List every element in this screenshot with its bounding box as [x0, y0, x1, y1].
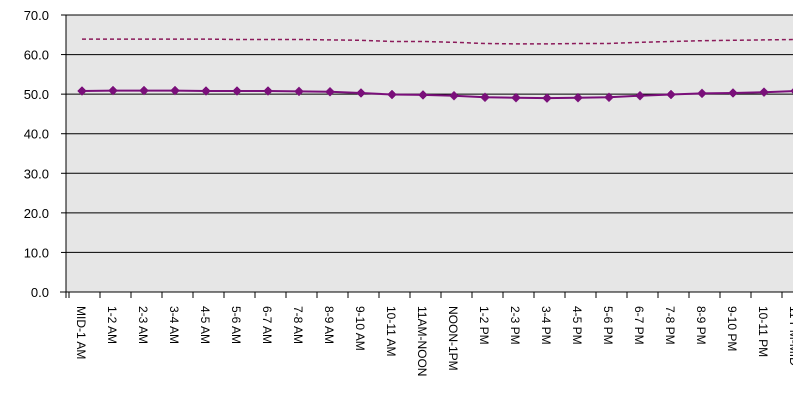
y-tick-label: 30.0 [24, 166, 49, 181]
data-point-diamond [356, 88, 366, 98]
y-tick-label: 40.0 [24, 127, 49, 142]
x-tick-label: 3-4 PM [539, 306, 553, 345]
data-point-diamond [573, 92, 583, 103]
data-point-diamond [418, 90, 428, 100]
series-group [77, 38, 793, 103]
x-tick-label: 10-11 AM [384, 306, 398, 356]
x-tick-label: 8-9 PM [694, 306, 708, 345]
x-tick-label: 8-9 AM [322, 306, 336, 344]
data-point-diamond [77, 86, 87, 96]
x-tick-label: 4-5 AM [198, 306, 212, 344]
data-point-diamond [759, 87, 769, 98]
x-tick-label: 10-11 PM [756, 306, 770, 357]
y-tick-label: 60.0 [24, 48, 49, 63]
x-tick-label: 2-3 PM [508, 306, 522, 345]
x-axis-tick-labels: MID-1 AM 1-2 AM 2-3 AM 3-4 AM 4-5 AM 5-6 AM 6-… [74, 306, 793, 376]
data-point-diamond [108, 85, 118, 96]
data-point-diamond [604, 92, 614, 103]
data-point-diamond [511, 92, 521, 103]
data-point-diamond [635, 90, 645, 101]
y-axis-tick-labels: 0.0 10.0 20.0 30.0 40.0 50.0 60.0 70.0 [24, 8, 49, 300]
x-tick-label: 7-8 AM [291, 306, 305, 344]
x-tick-label: 11 PM-MID [787, 306, 793, 366]
data-point-diamond [387, 89, 397, 100]
x-tick-label: 11AM-NOON [415, 306, 429, 376]
y-tick-label: 20.0 [24, 206, 49, 221]
x-tick-label: MID-1 AM [74, 306, 88, 359]
data-point-diamond [325, 86, 335, 97]
data-point-diamond [697, 88, 707, 99]
data-point-diamond [542, 93, 552, 103]
data-point-diamond [139, 85, 149, 96]
x-tick-label: NOON-1PM [446, 306, 460, 371]
y-tick-label: 0.0 [31, 285, 49, 300]
data-point-diamond [449, 90, 459, 101]
x-tick-label: 6-7 AM [260, 306, 274, 344]
x-tick-label: 7-8 PM [663, 306, 677, 345]
y-tick-label: 50.0 [24, 87, 49, 102]
plot-area [66, 15, 793, 292]
x-tick-label: 6-7 PM [632, 306, 646, 345]
data-point-diamond [232, 86, 242, 96]
y-tick-label: 70.0 [24, 8, 49, 23]
data-point-diamond [201, 86, 211, 96]
data-point-diamond [728, 88, 738, 98]
x-tick-label: 5-6 PM [601, 306, 615, 345]
data-point-diamond [480, 92, 490, 103]
data-point-diamond [294, 86, 304, 97]
y-tick-label: 10.0 [24, 245, 49, 260]
axes [60, 14, 793, 298]
x-tick-label: 9-10 PM [725, 306, 739, 351]
x-tick-label: 9-10 AM [353, 306, 367, 351]
x-tick-label: 3-4 AM [167, 306, 181, 344]
x-tick-label: 5-6 AM [229, 306, 243, 344]
series-line-dashed [82, 38, 793, 45]
x-tick-label: 2-3 AM [136, 306, 150, 344]
data-point-diamond [666, 89, 676, 100]
x-tick-label: 4-5 PM [570, 306, 584, 345]
data-point-diamond [170, 85, 180, 96]
x-tick-label: 1-2 PM [477, 306, 491, 345]
x-tick-label: 1-2 AM [105, 306, 119, 344]
data-point-diamond [790, 88, 793, 94]
data-point-diamond [263, 86, 273, 96]
